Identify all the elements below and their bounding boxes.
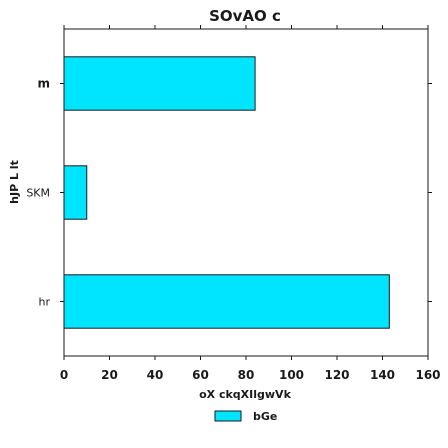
y-axis-label: hJP L lt	[8, 160, 21, 204]
x-tick-label: 40	[147, 368, 164, 382]
x-tick-label: 0	[60, 368, 68, 382]
bar-hr	[63, 274, 390, 329]
legend: bGe	[214, 410, 277, 423]
x-tick-label: 80	[238, 368, 255, 382]
x-tick-label: 100	[279, 368, 304, 382]
legend-swatch	[214, 410, 242, 422]
x-tick-label: 140	[370, 368, 395, 382]
x-tick-label: 20	[101, 368, 118, 382]
x-tick-label: 60	[192, 368, 209, 382]
legend-label: bGe	[253, 410, 277, 423]
y-tick-label: SKM	[26, 187, 50, 200]
x-tick-label: 120	[324, 368, 349, 382]
y-tick-label: hr	[39, 296, 51, 309]
chart-title: SOvAO c	[209, 7, 281, 25]
x-tick-label: 160	[415, 368, 440, 382]
bar-m	[63, 56, 256, 111]
bar-SKM	[63, 165, 88, 220]
x-axis-label: oX ckqXIlgwVk	[199, 388, 291, 401]
y-tick-label: m	[37, 77, 50, 91]
